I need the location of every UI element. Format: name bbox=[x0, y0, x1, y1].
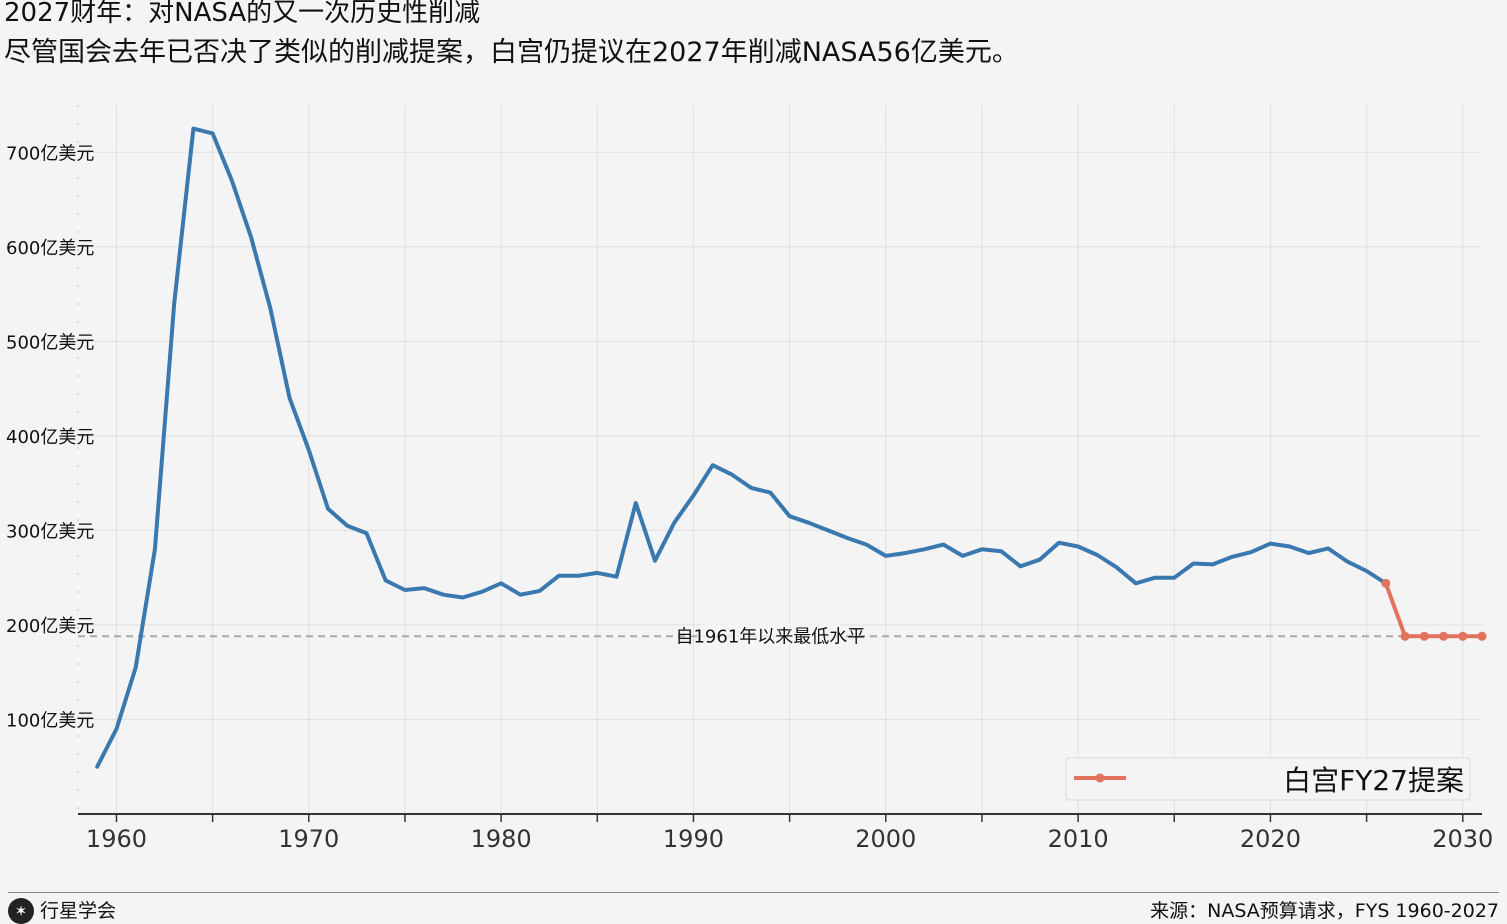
x-tick-label: 2030 bbox=[1432, 825, 1493, 853]
line-chart: 1960 1970 1980 1990 2000 2010 2020 2030 100亿美元 20… bbox=[6, 105, 1493, 853]
brand-name: 行星学会 bbox=[40, 900, 117, 922]
reference-line-label: 自1961年以来最低水平 bbox=[675, 626, 865, 647]
footer-divider bbox=[8, 892, 1499, 893]
y-tick-label: 300亿美元 bbox=[6, 521, 94, 542]
reference-label-bg bbox=[698, 624, 843, 647]
series-line-history bbox=[95, 126, 1388, 769]
chart-title: 2027财年：对NASA的又一次历史性削减 bbox=[4, 0, 481, 28]
legend-label: 白宫FY27提案 bbox=[1283, 764, 1464, 797]
data-point bbox=[1381, 578, 1391, 588]
x-tick-label: 1980 bbox=[471, 825, 532, 853]
x-tick-label: 2000 bbox=[855, 825, 916, 853]
x-tick-label: 1970 bbox=[278, 825, 339, 853]
x-tick-label: 1990 bbox=[663, 825, 724, 853]
x-tick-label: 1960 bbox=[86, 825, 147, 853]
y-tick-label: 400亿美元 bbox=[6, 427, 94, 448]
chart-subtitle: 尽管国会去年已否决了类似的削减提案，白宫仍提议在2027年削减NASA56亿美元… bbox=[4, 37, 1019, 68]
data-point bbox=[1458, 631, 1468, 641]
data-point bbox=[1400, 631, 1410, 641]
x-tick-label: 2010 bbox=[1048, 825, 1109, 853]
brand: ✶ 行星学会 bbox=[8, 898, 116, 924]
legend-swatch-marker bbox=[1095, 773, 1105, 783]
source-note: 来源：NASA预算请求，FYS 1960-2027 bbox=[1150, 900, 1499, 922]
series-line-proposal bbox=[1383, 581, 1484, 639]
legend-box bbox=[1065, 757, 1471, 801]
y-tick-label: 200亿美元 bbox=[6, 616, 94, 637]
y-tick-label: 700亿美元 bbox=[6, 143, 94, 164]
y-tick-label: 600亿美元 bbox=[6, 238, 94, 259]
planetary-society-logo-icon: ✶ bbox=[8, 898, 34, 924]
data-point bbox=[1477, 631, 1487, 641]
x-tick-label: 2020 bbox=[1240, 825, 1301, 853]
data-point bbox=[1439, 631, 1449, 641]
y-tick-label: 100亿美元 bbox=[6, 710, 94, 731]
data-point bbox=[1419, 631, 1429, 641]
y-tick-label: 500亿美元 bbox=[6, 332, 94, 353]
